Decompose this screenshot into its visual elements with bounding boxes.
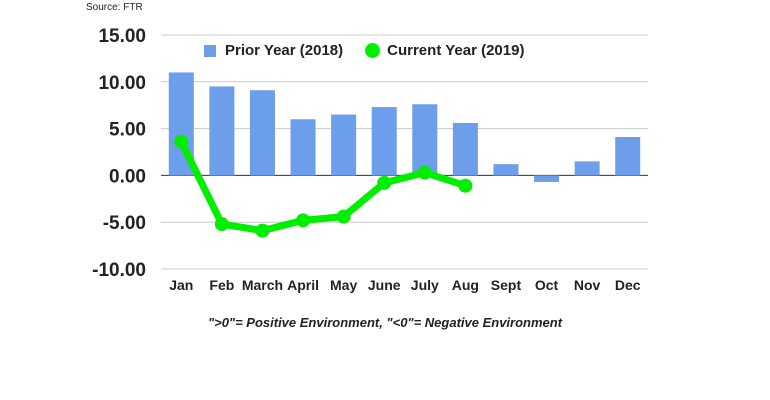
x-tick-label: July xyxy=(411,277,439,293)
y-tick-label: 5.00 xyxy=(109,120,146,141)
x-tick-label: Oct xyxy=(535,277,559,293)
legend-item-prior-year: Prior Year (2018) xyxy=(204,42,343,59)
line-point xyxy=(417,165,432,180)
x-tick-label: Nov xyxy=(574,277,601,293)
y-tick-label: -10.00 xyxy=(92,260,146,281)
chart-caption: ">0"= Positive Environment, "<0"= Negati… xyxy=(207,315,563,330)
legend-label-prior-year: Prior Year (2018) xyxy=(225,42,344,59)
bar xyxy=(371,107,397,176)
legend-line-swatch xyxy=(365,43,381,58)
x-tick-label: May xyxy=(330,277,357,293)
bar xyxy=(209,86,235,176)
y-tick-label: 10.00 xyxy=(98,73,146,94)
line-point xyxy=(174,134,189,149)
x-tick-label: Jan xyxy=(169,277,193,293)
line-point xyxy=(458,178,473,193)
y-tick-label: 0.00 xyxy=(109,166,146,187)
legend-label-current-year: Current Year (2019) xyxy=(387,42,525,59)
x-tick-label: Sept xyxy=(491,277,522,293)
x-tick-label: June xyxy=(368,277,401,293)
line-point xyxy=(377,175,392,190)
x-tick-label: April xyxy=(287,277,319,293)
line-point xyxy=(296,213,311,228)
bar xyxy=(574,161,600,176)
line-point xyxy=(214,217,229,232)
legend: Prior Year (2018) Current Year (2019) xyxy=(204,42,546,59)
source-note: Source: FTR xyxy=(86,2,143,13)
y-tick-label: 15.00 xyxy=(98,26,146,47)
legend-item-current-year: Current Year (2019) xyxy=(365,42,524,59)
bar xyxy=(452,122,478,176)
bar xyxy=(331,114,357,176)
bar xyxy=(249,90,275,176)
legend-bar-swatch xyxy=(204,44,216,57)
line-point xyxy=(336,209,351,224)
bar xyxy=(615,137,641,176)
bar xyxy=(534,175,560,182)
x-tick-label: Aug xyxy=(452,277,479,293)
bar xyxy=(493,164,519,176)
x-tick-label: March xyxy=(242,277,283,293)
bar xyxy=(412,104,438,176)
y-tick-label: -5.00 xyxy=(103,213,146,234)
x-tick-label: Dec xyxy=(615,277,641,293)
x-tick-label: Feb xyxy=(209,277,234,293)
bar xyxy=(290,119,316,176)
line-point xyxy=(255,223,270,238)
